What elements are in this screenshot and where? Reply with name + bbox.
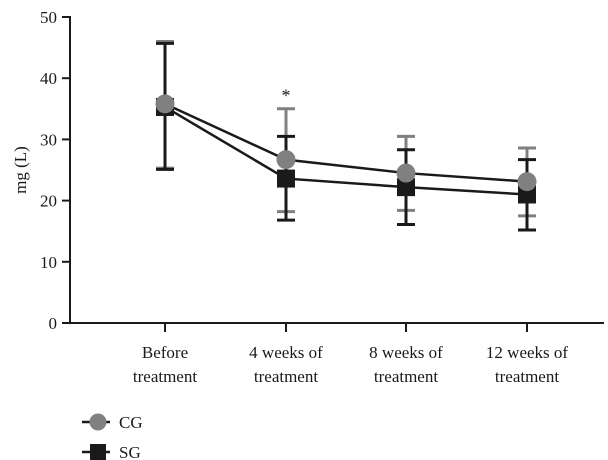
y-tick-label: 50 (40, 8, 57, 27)
x-tick-label: treatment (133, 367, 197, 386)
legend-marker (89, 413, 107, 431)
series-line-sg (164, 105, 528, 196)
data-point-sg (397, 178, 415, 197)
legend-marker (90, 444, 106, 460)
legend-item-cg: CG (82, 413, 143, 432)
legend: CG SG (82, 413, 143, 460)
data-point-cg (276, 150, 296, 170)
x-tick-label: 8 weeks of (369, 343, 443, 362)
x-tick-label: treatment (495, 367, 559, 386)
data-point-cg (155, 94, 175, 114)
x-tick-label: 12 weeks of (486, 343, 568, 362)
legend-item-sg: SG (82, 443, 141, 460)
x-tick-label: 4 weeks of (249, 343, 323, 362)
x-tick-label: treatment (374, 367, 438, 386)
y-tick-label: 10 (40, 253, 57, 272)
y-axis-title: mg (L) (11, 146, 30, 194)
y-tick-label: 0 (49, 314, 58, 333)
y-tick-label: 20 (40, 192, 57, 211)
series-layer: * (155, 39, 537, 232)
data-point-cg (517, 172, 537, 192)
y-tick-label: 30 (40, 130, 57, 149)
data-point-cg (396, 163, 416, 183)
legend-label: SG (119, 443, 141, 460)
legend-label: CG (119, 413, 143, 432)
axes: 0 10 20 30 40 50 mg (L) Before treatment 4 weeks … (11, 8, 604, 386)
y-tick-label: 40 (40, 69, 57, 88)
x-tick-label: Before (142, 343, 188, 362)
series-line-cg (164, 102, 528, 183)
x-tick-label: treatment (254, 367, 318, 386)
data-point-sg (277, 169, 295, 188)
significance-marker: * (282, 86, 291, 106)
